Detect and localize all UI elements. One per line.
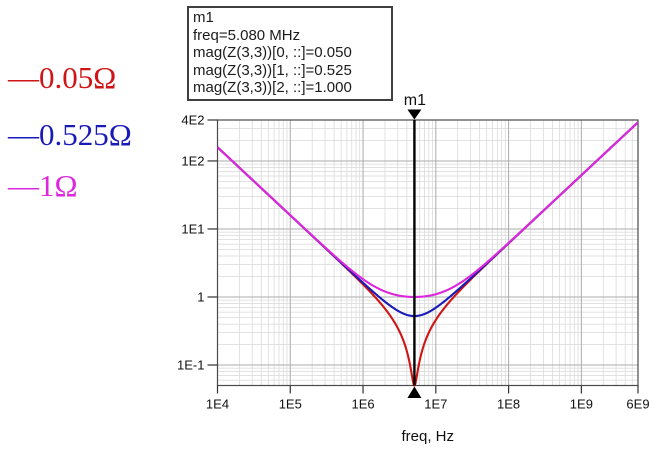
legend-item-0.525ohm[interactable]: —0.525Ω: [8, 117, 132, 152]
marker-readout-box[interactable]: m1 freq=5.080 MHz mag(Z(3,3))[0, ::]=0.0…: [187, 6, 393, 101]
y-tick-label: 4E2: [181, 113, 204, 128]
curve-r0.525ohm[interactable]: [217, 121, 639, 318]
marker-line-label: m1: [404, 92, 426, 109]
x-tick-label: 6E9: [626, 397, 649, 412]
x-tick-label: 1E4: [206, 397, 229, 412]
curve-r0.05ohm[interactable]: [217, 121, 639, 387]
x-tick-label: 1E5: [279, 397, 302, 412]
curves: [217, 121, 639, 387]
x-tick-label: 1E7: [424, 397, 447, 412]
y-tick-label: 1E-1: [177, 358, 204, 373]
x-tick-label: 1E9: [570, 397, 593, 412]
marker-top-triangle-icon[interactable]: [407, 109, 422, 120]
curve-r1ohm[interactable]: [217, 121, 639, 299]
axis-ticks-and-labels: 1E4 1E5 1E6 1E7 1E8 1E9 6E9 4E2 1E2 1E1 1 1E-1: [177, 113, 650, 412]
y-tick-label: 1E1: [181, 221, 204, 236]
y-tick-label: 1: [197, 290, 204, 305]
x-tick-label: 1E6: [351, 397, 374, 412]
marker-readout-mag1: mag(Z(3,3))[1, ::]=0.525: [193, 61, 352, 79]
legend-item-1ohm[interactable]: —1Ω: [8, 168, 78, 203]
marker-readout-mag0: mag(Z(3,3))[0, ::]=0.050: [193, 44, 352, 61]
marker-readout-mag2: mag(Z(3,3))[2, ::]=1.000: [193, 79, 352, 96]
x-tick-label: 1E8: [497, 397, 520, 412]
legend-item-0.05ohm[interactable]: —0.05Ω: [8, 60, 117, 95]
x-axis-title: freq, Hz: [401, 428, 454, 445]
y-tick-label: 1E2: [181, 153, 204, 168]
plot-frame: [216, 119, 639, 387]
marker-bottom-triangle-icon[interactable]: [407, 386, 422, 399]
marker-readout-freq: freq=5.080 MHz: [193, 26, 301, 44]
grid: [217, 120, 638, 386]
marker-readout-name: m1: [193, 9, 214, 26]
